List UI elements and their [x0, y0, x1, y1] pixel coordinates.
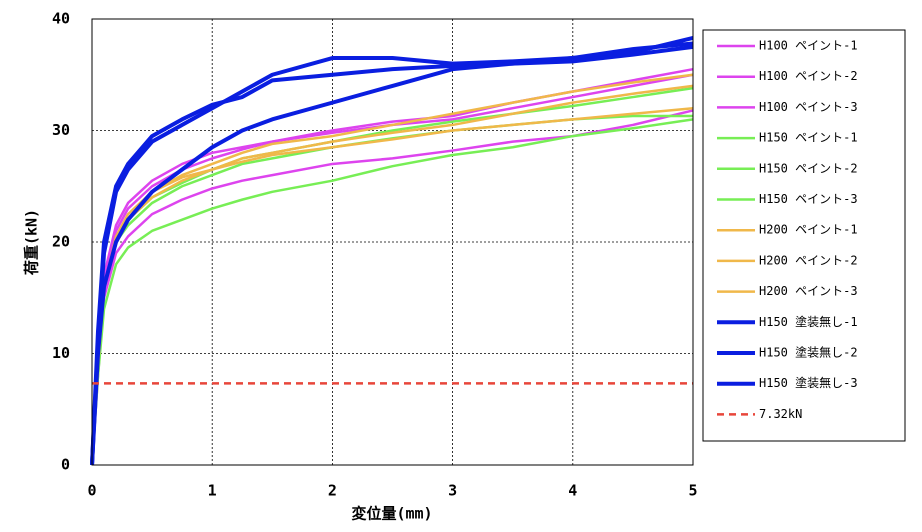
y-tick-label: 30	[52, 121, 70, 139]
legend-label: H100 ペイント-3	[759, 100, 858, 114]
legend-label: H150 塗装無し-3	[759, 375, 858, 390]
legend-label: H200 ペイント-1	[759, 223, 858, 237]
series-line	[90, 118, 694, 466]
x-tick-label: 1	[208, 482, 217, 500]
legend-label: 7.32kN	[759, 407, 802, 421]
x-axis-label: 変位量(mm)	[351, 505, 432, 523]
series-line	[90, 73, 694, 466]
legend-label: H100 ペイント-2	[759, 69, 858, 83]
x-tick-label: 3	[448, 482, 457, 500]
y-tick-label: 20	[52, 233, 70, 251]
y-tick-label: 0	[61, 456, 70, 474]
legend-label: H100 ペイント-1	[759, 39, 858, 53]
x-tick-label: 0	[87, 482, 96, 500]
legend-label: H150 ペイント-1	[759, 131, 858, 145]
series-line	[90, 44, 694, 466]
y-axis-label: 荷重(kN)	[23, 209, 41, 275]
x-tick-label: 4	[568, 482, 577, 500]
legend-label: H150 塗装無し-2	[759, 345, 858, 360]
y-tick-label: 40	[52, 10, 70, 28]
legend-label: H200 ペイント-2	[759, 253, 858, 267]
legend-label: H150 塗装無し-1	[759, 314, 858, 329]
series-line	[90, 41, 694, 466]
legend-label: H200 ペイント-3	[759, 284, 858, 298]
plot-border	[91, 18, 694, 466]
x-tick-label: 2	[328, 482, 337, 500]
legend-label: H150 ペイント-2	[759, 161, 858, 175]
series-line	[90, 109, 694, 466]
y-tick-label: 10	[52, 344, 70, 362]
x-tick-label: 5	[688, 482, 697, 500]
legend-label: H150 ペイント-3	[759, 192, 858, 206]
legend-box	[702, 29, 906, 442]
